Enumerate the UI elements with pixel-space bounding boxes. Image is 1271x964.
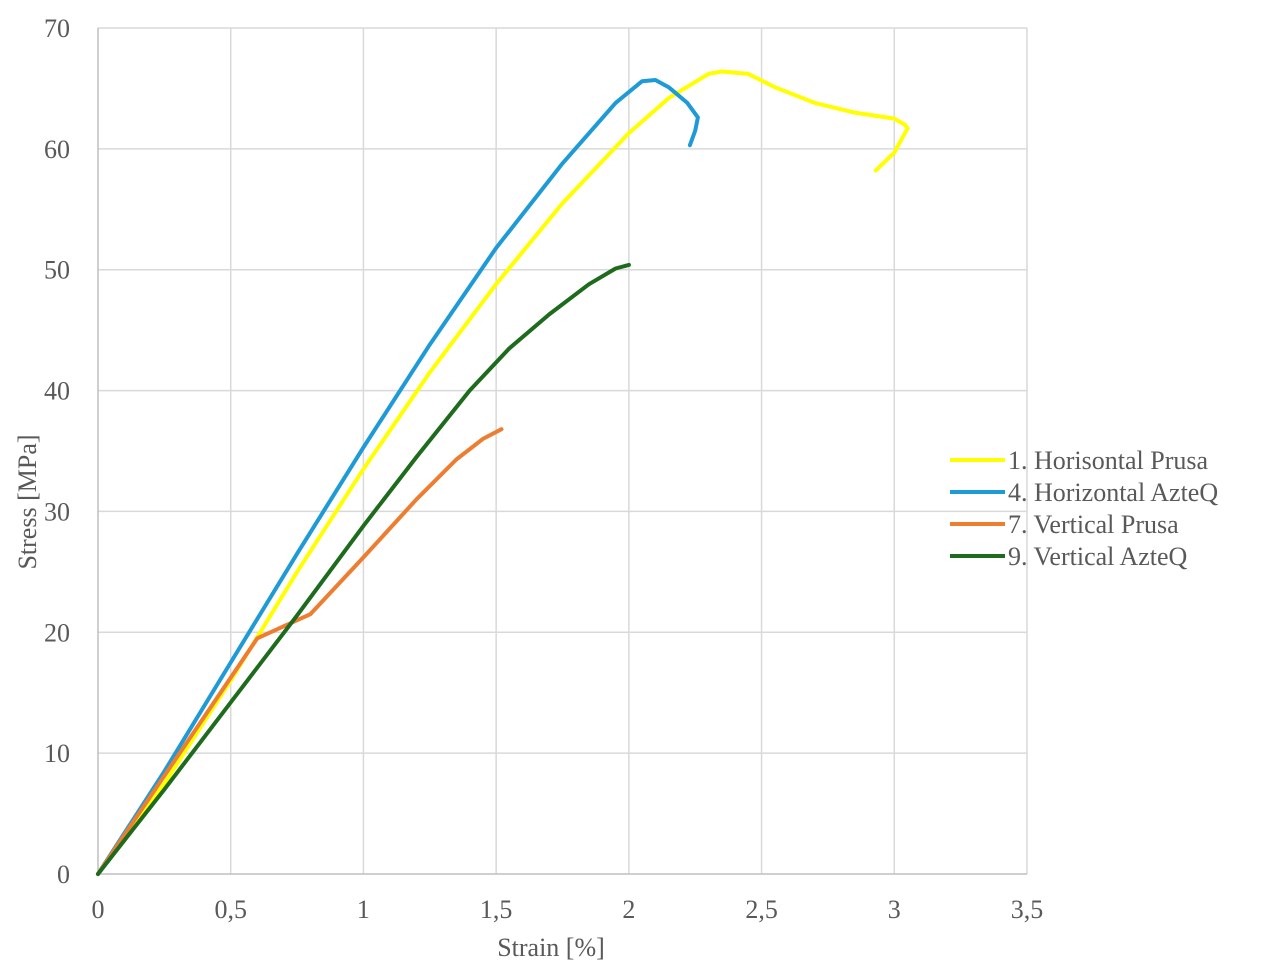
- y-tick-label: 10: [44, 739, 70, 768]
- gridlines: [98, 27, 1028, 874]
- x-tick-label: 1,5: [480, 895, 513, 924]
- x-tick-label: 3,5: [1011, 895, 1044, 924]
- series-lines: [96, 69, 910, 876]
- y-tick-label: 20: [44, 618, 70, 647]
- y-tick-label: 40: [44, 377, 70, 406]
- x-tick-label: 3: [888, 895, 901, 924]
- x-tick-label: 0,5: [214, 895, 247, 924]
- series-line-1: [96, 69, 910, 876]
- series-line-3: [96, 427, 504, 876]
- y-tick-label: 50: [44, 256, 70, 285]
- series-line-4: [96, 262, 631, 876]
- legend-label: 4. Horizontal AzteQ: [1008, 478, 1218, 507]
- x-tick-label: 1: [357, 895, 370, 924]
- tick-labels: 0 0,5 1 1,5 2 2,5 3 3,5 0 10 20 30 40 50 60 70: [44, 14, 1043, 924]
- legend: 1. Horisontal Prusa 4. Horizontal AzteQ 7.…: [950, 446, 1218, 571]
- x-tick-label: 2,5: [745, 895, 778, 924]
- legend-label: 7. Vertical Prusa: [1008, 510, 1179, 539]
- x-axis-title: Strain [%]: [497, 933, 605, 962]
- x-tick-label: 0: [92, 895, 105, 924]
- axes: [97, 28, 1027, 875]
- y-axis-title: Stress [MPa]: [13, 434, 42, 569]
- x-tick-label: 2: [622, 895, 635, 924]
- series-line-2: [96, 78, 700, 876]
- y-tick-label: 30: [44, 497, 70, 526]
- legend-label: 9. Vertical AzteQ: [1008, 542, 1188, 571]
- legend-label: 1. Horisontal Prusa: [1008, 446, 1209, 475]
- y-tick-label: 70: [44, 14, 70, 43]
- y-tick-label: 0: [57, 860, 70, 889]
- y-tick-label: 60: [44, 135, 70, 164]
